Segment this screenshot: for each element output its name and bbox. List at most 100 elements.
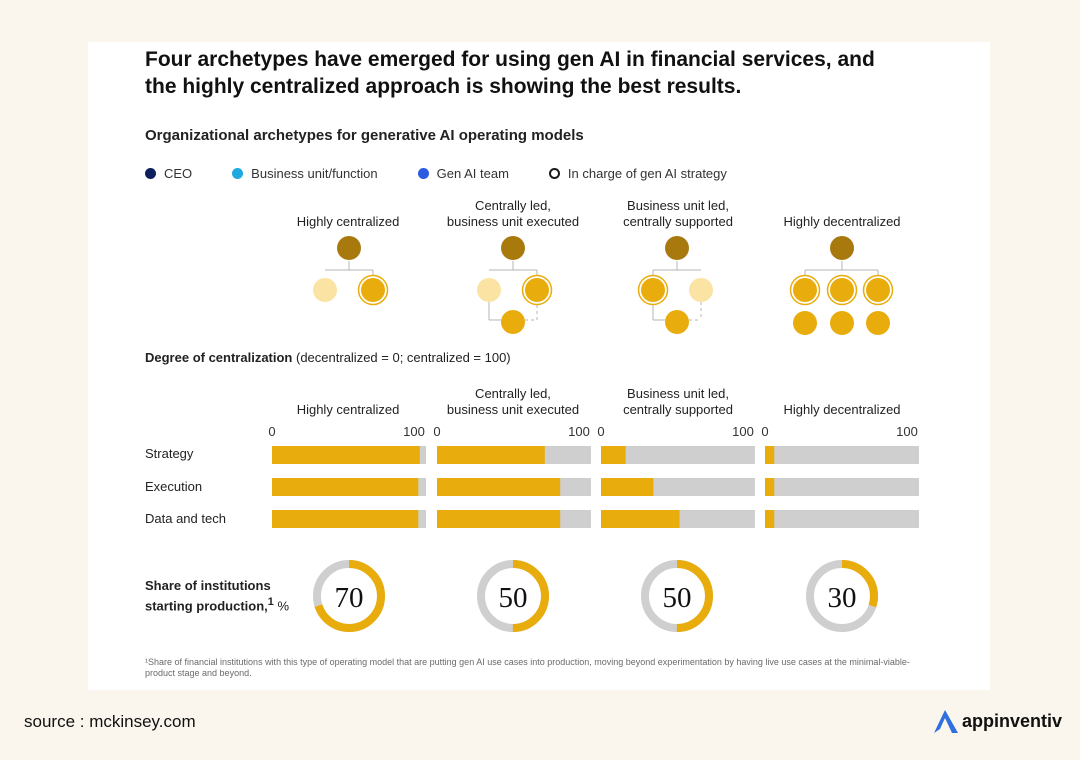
archetype-header-line2: centrally supported [623,214,733,229]
legend-item-business-unit: Business unit/function [232,165,378,181]
bar-value [272,478,419,496]
bar-header-line2: business unit executed [446,402,580,417]
gen-ai-team-node [793,311,817,335]
donut-value-arc [313,560,385,632]
bar-value [272,510,419,528]
ceo-legend-marker [145,167,156,179]
gen-ai-team-node [793,278,817,302]
bar-header-4: Highly decentralized [783,386,900,418]
legend-label: In charge of gen AI strategy [567,165,727,181]
gen-ai-team-node-ring [521,274,553,306]
bar-value [437,510,561,528]
ceo-node [830,236,854,260]
legend-label: Gen AI team [436,165,509,181]
bar-header-2: Centrally led, business unit executed [447,386,579,418]
bar-header-3: Business unit led, centrally supported [623,386,733,418]
row-label-data-and-tech: Data and tech [145,511,226,526]
legend-label: CEO [164,165,193,181]
gen-ai-team-node [501,310,525,334]
gen-ai-team-node-ring [357,274,389,306]
donut-value-label: 70 [335,582,364,614]
legend-item-ceo: CEO [145,166,192,181]
business-unit-legend-marker [232,167,244,179]
axis-tick-label-max: 100 [403,424,425,439]
brand-name: appinventiv [962,710,1063,731]
bar-track [601,446,755,464]
footnote: ¹Share of financial institutions with th… [145,657,910,678]
ceo-node [337,236,361,260]
archetype-header-2: Centrally led, business unit executed [447,198,579,230]
legend-label: Business unit/function [251,165,378,181]
degree-note: (decentralized = 0; centralized = 100) [296,350,511,365]
degree-title-text: Degree of centralization [145,350,293,365]
gen-ai-team-legend-marker [417,167,429,179]
donut-value-label: 50 [499,582,528,614]
gen-ai-team-node [361,278,385,302]
gen-ai-team-node [830,311,854,335]
bar-track [765,446,919,464]
gen-ai-team-node [641,278,665,302]
bar-header-1: Highly centralized [297,386,400,418]
gen-ai-team-node [525,278,549,302]
bar-value [601,446,626,464]
archetype-header-line2: business unit executed [446,214,580,229]
share-title: Share of institutions starting productio… [145,577,295,614]
chart-subtitle: Organizational archetypes for generative… [145,127,584,144]
ceo-node [501,236,525,260]
bar-value [765,510,775,528]
bar-value [765,446,775,464]
business-unit-node [313,278,337,302]
axis-tick-label-max: 100 [896,424,918,439]
headline: Four archetypes have emerged for using g… [145,48,875,98]
gen-ai-team-node [665,310,689,334]
row-label-strategy: Strategy [145,446,194,461]
axis-tick-label-min: 0 [268,424,275,439]
business-unit-node [689,278,713,302]
archetype-header-line1: Business unit led, [627,198,729,213]
gen-ai-team-node [830,278,854,302]
row-label-execution: Execution [145,479,203,494]
donut-value-label: 30 [828,582,857,614]
bar-header-line1: Centrally led, [475,386,551,401]
bar-track [765,510,919,528]
share-footnote-marker: 1 [267,596,274,608]
donut-value-label: 50 [663,582,692,614]
bar-value [601,510,680,528]
bar-track [765,478,919,496]
archetype-header-4: Highly decentralized [783,198,900,230]
legend-item-strategy-owner: In charge of gen AI strategy [548,165,727,181]
gen-ai-team-node-ring [826,274,858,306]
source-credit: source : mckinsey.com [24,712,196,731]
share-title-text: Share of institutions starting productio… [145,578,271,614]
archetype-header-line2: Highly centralized [296,214,400,229]
bar-value [765,478,775,496]
archetype-header-1: Highly centralized [297,198,400,230]
bar-value [601,478,654,496]
gen-ai-team-node-ring [862,274,894,306]
legend: CEO Business unit/function Gen AI team I… [145,164,767,182]
donut-value-arc [641,560,713,632]
gen-ai-team-node [866,311,890,335]
business-unit-node [477,278,501,302]
strategy-owner-legend-marker [548,167,560,179]
degree-title: Degree of centralization (decentralized … [145,350,511,365]
bar-value [437,446,545,464]
axis-tick-label-max: 100 [568,424,590,439]
donut-value-arc [477,560,549,632]
archetype-header-line1: Centrally led, [475,198,551,213]
bar-header-line1: Business unit led, [627,386,729,401]
bar-value [272,446,420,464]
appinventiv-logo-icon [934,710,958,733]
axis-tick-label-min: 0 [597,424,604,439]
bar-header-line2: Highly decentralized [783,402,901,417]
gen-ai-team-node-ring [637,274,669,306]
brand: appinventiv [932,708,1062,734]
ceo-node [665,236,689,260]
axis-tick-label-min: 0 [433,424,440,439]
axis-tick-label-min: 0 [761,424,768,439]
archetype-header-3: Business unit led, centrally supported [623,198,733,230]
bar-value [437,478,561,496]
axis-tick-label-max: 100 [732,424,754,439]
bar-header-line2: centrally supported [623,402,733,417]
